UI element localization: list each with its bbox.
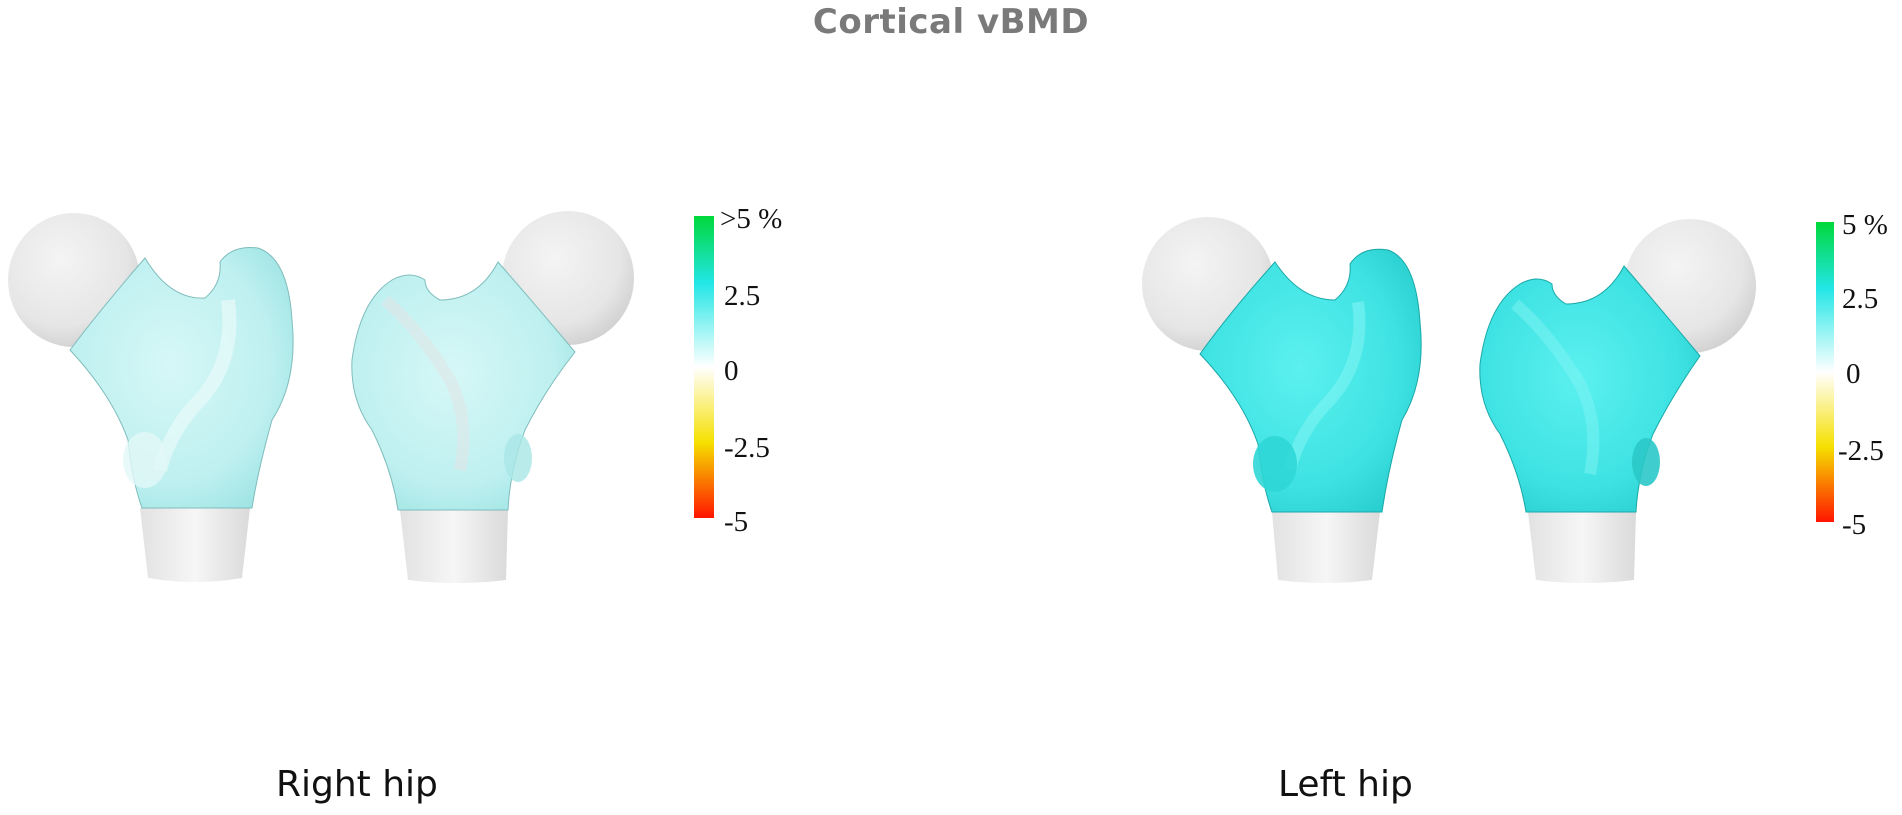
colorbar-tick-label: 0 xyxy=(1846,358,1861,390)
left-hip-colorbar: 5 % 2.5 0 -2.5 -5 xyxy=(1816,209,1888,541)
right-hip-label: Right hip xyxy=(276,764,438,805)
femur-shaft-stub xyxy=(140,508,250,582)
colorbar-scale xyxy=(1816,222,1834,522)
colorbar-scale xyxy=(694,216,714,518)
colorbar-tick-label: 5 % xyxy=(1842,209,1888,241)
colorbar-tick-label: 0 xyxy=(724,355,739,387)
femur-shaft-stub xyxy=(1528,512,1636,583)
figure-title: Cortical vBMD xyxy=(812,2,1090,42)
colorbar-tick-label: 2.5 xyxy=(724,280,760,312)
femur-shaft-stub xyxy=(400,510,508,583)
right-hip-colorbar: >5 % 2.5 0 -2.5 -5 xyxy=(694,203,782,538)
right-hip-posterior-femur xyxy=(351,211,634,583)
colorbar-tick-label: -2.5 xyxy=(1838,435,1884,467)
proximal-femur-surface xyxy=(69,247,294,509)
colorbar-tick-label: -5 xyxy=(724,506,748,538)
femur-shaft-stub xyxy=(1272,512,1380,583)
left-hip-anterior-femur xyxy=(1142,217,1422,583)
colorbar-tick-label: >5 % xyxy=(720,203,782,235)
left-hip-posterior-femur xyxy=(1479,219,1756,583)
colorbar-tick-label: 2.5 xyxy=(1842,283,1878,315)
proximal-femur-surface xyxy=(1199,248,1422,513)
colorbar-tick-label: -5 xyxy=(1842,509,1866,541)
colorbar-tick-label: -2.5 xyxy=(724,432,770,464)
left-hip-label: Left hip xyxy=(1278,764,1413,805)
right-hip-anterior-femur xyxy=(8,213,294,582)
